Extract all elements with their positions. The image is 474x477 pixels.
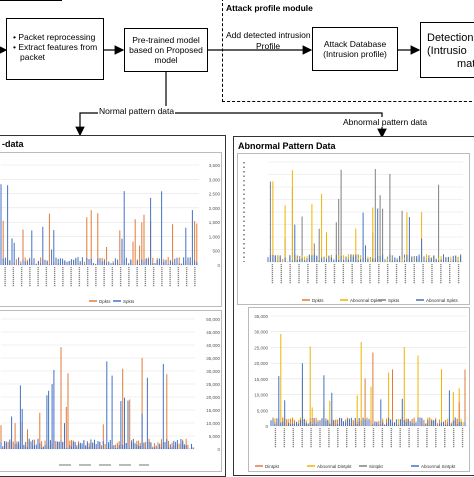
database-line-2: (Intrusion profile) <box>323 49 387 59</box>
left-axis-tick: 35,000 <box>254 314 268 319</box>
abnormal-top-legend-label: Abnormal Dpkts <box>350 298 383 303</box>
right-axis-tick: 500 <box>212 249 220 254</box>
normal-panel-title: -data <box>2 139 24 149</box>
model-line-3: model <box>154 55 178 65</box>
abnormal-top-legend-label: Dpkts <box>312 298 324 303</box>
right-axis-tick: 1,000 <box>209 234 221 239</box>
right-axis-tick: 10,000 <box>206 421 220 426</box>
abnormal-top-chart: Dpkts Abnormal Dpkts Spkts Abnormal Spkts <box>237 153 470 305</box>
attack-profile-module <box>222 0 474 102</box>
abnormal-bottom-legend-label: Abnormal Sintpkt <box>421 464 456 469</box>
right-axis-tick: 0 <box>217 447 220 452</box>
right-axis-tick: 5,000 <box>209 434 221 439</box>
abnormal-top-legend-label: Abnormal Spkts <box>426 298 459 303</box>
abnormal-bottom-legend-label: Sintpkt <box>369 464 384 469</box>
right-axis-tick: 15,000 <box>206 408 220 413</box>
pretrained-model-box: Pre-trained model based on Proposed mode… <box>124 28 208 72</box>
detection-box: Detection (Intrusio matc <box>420 22 474 78</box>
right-axis-tick: 25,000 <box>206 382 220 387</box>
abnormal-pattern-label: Abnormal pattern data <box>342 117 429 127</box>
packet-processing-box: • Packet reprocessing • Extract features… <box>6 18 104 80</box>
normal-top-legend-label: Dpkts <box>99 299 111 304</box>
abnormal-top-legend-label: Spkts <box>388 298 400 303</box>
right-axis-tick: 3,500 <box>209 163 221 168</box>
module-title: Attack profile module <box>226 3 313 13</box>
normal-top-chart: 3,500 3,000 2,500 2,000 1,500 1,000 500 0 Dpkts S… <box>0 152 222 307</box>
abnormal-panel-title: Abnormal Pattern Data <box>238 141 336 151</box>
detection-line-3: matc <box>457 58 474 70</box>
right-axis-tick: 2,500 <box>209 192 221 197</box>
abnormal-bottom-legend-label: Dintpkt <box>265 464 280 469</box>
right-axis-tick: 40,000 <box>206 343 220 348</box>
packet-line-3: packet <box>20 52 46 62</box>
right-axis-tick: 45,000 <box>206 330 220 335</box>
diagram-arrows <box>0 45 421 139</box>
left-axis-tick: 25,000 <box>254 345 268 350</box>
database-line-1: Attack Database <box>323 39 387 49</box>
right-axis-tick: 0 <box>217 263 220 268</box>
left-axis-tick: 10,000 <box>254 393 268 398</box>
add-profile-label-2: Profile <box>256 41 281 51</box>
left-axis-tick: 30,000 <box>254 330 268 335</box>
right-axis-tick: 35,000 <box>206 356 220 361</box>
add-profile-label-1: Add detected intrusion <box>226 30 311 40</box>
abnormal-bottom-legend-label: Abnormal Dintpkt <box>317 464 352 469</box>
packet-line-2: • Extract features from <box>13 42 98 52</box>
right-axis-tick: 50,000 <box>206 317 220 322</box>
model-line-2: based on Proposed <box>129 45 203 55</box>
right-axis-tick: 20,000 <box>206 395 220 400</box>
top-left-border-line <box>0 0 62 2</box>
packet-line-1: • Packet reprocessing <box>13 32 96 42</box>
left-axis-tick: 5,000 <box>257 408 269 413</box>
left-axis-tick: 15,000 <box>254 377 268 382</box>
left-axis-tick: 20,000 <box>254 361 268 366</box>
right-axis-tick: 30,000 <box>206 369 220 374</box>
normal-top-legend-label: Spkts <box>123 299 135 304</box>
right-axis-tick: 2,000 <box>209 206 221 211</box>
right-axis-tick: 3,000 <box>209 177 221 182</box>
detection-line-1: Detection <box>427 32 474 44</box>
normal-bottom-chart: 50,000 45,000 40,000 35,000 30,000 25,000 20,0… <box>0 310 222 472</box>
model-line-1: Pre-trained model <box>132 35 200 45</box>
detection-line-2: (Intrusio <box>427 45 467 57</box>
left-axis-tick: 0 <box>265 424 268 429</box>
abnormal-bottom-chart: 35,000 30,000 25,000 20,000 15,000 10,000 5,00… <box>248 307 470 472</box>
normal-pattern-label: Normal pattern data <box>98 106 176 116</box>
right-axis-tick: 1,500 <box>209 220 221 225</box>
attack-database-box: Attack Database (Intrusion profile) <box>312 27 398 71</box>
